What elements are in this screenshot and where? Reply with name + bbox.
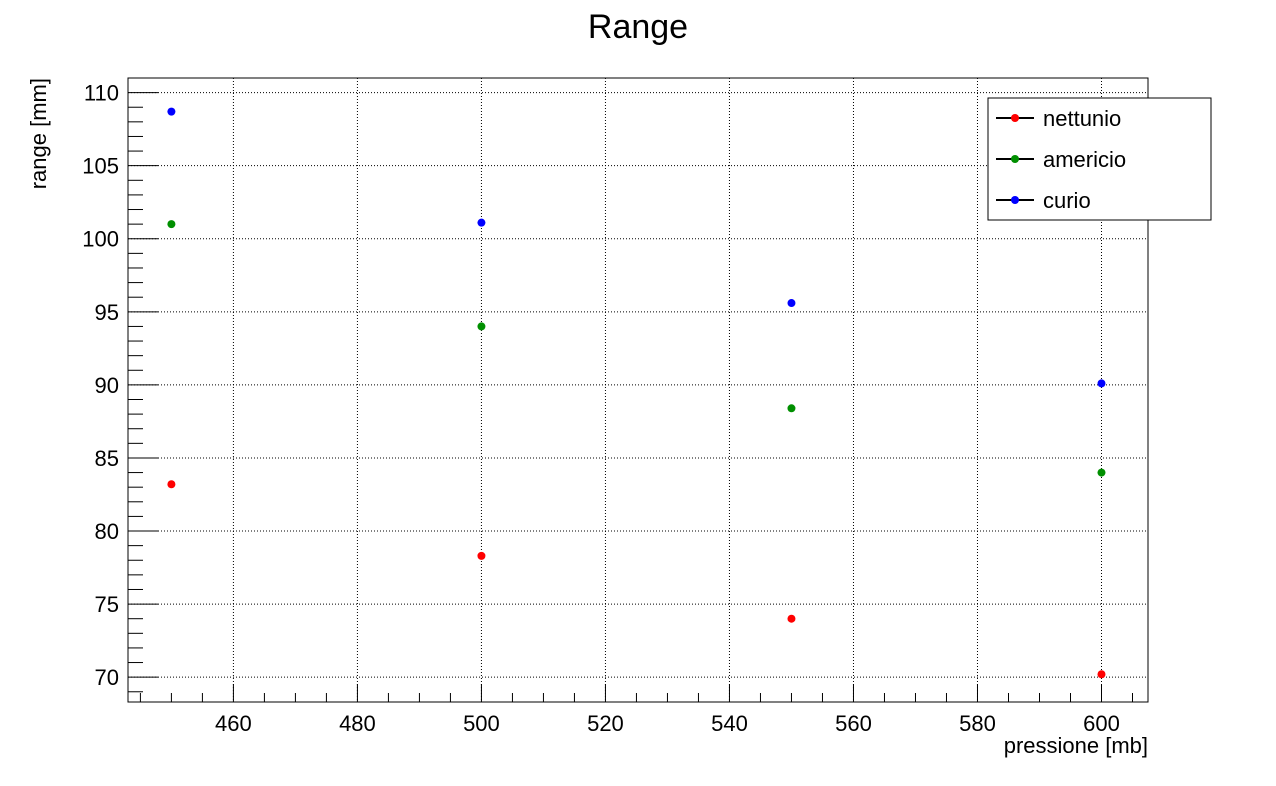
legend-marker: [1011, 155, 1019, 163]
y-tick-label: 100: [82, 227, 119, 252]
x-tick-label: 540: [711, 711, 748, 736]
data-point-americio: [1097, 468, 1106, 477]
data-point-nettunio: [787, 614, 796, 623]
y-axis-label: range [mm]: [26, 78, 51, 189]
y-tick-label: 110: [84, 81, 119, 106]
data-point-curio: [167, 107, 176, 116]
x-tick-label: 580: [959, 711, 996, 736]
x-tick-label: 460: [215, 711, 252, 736]
plot-frame: [127, 77, 1149, 703]
x-tick-label: 520: [587, 711, 624, 736]
data-point-nettunio: [477, 551, 486, 560]
x-axis-label: pressione [mb]: [1004, 733, 1148, 758]
legend-label: nettunio: [1043, 106, 1121, 131]
y-tick-label: 70: [95, 665, 119, 690]
legend-marker: [1011, 114, 1019, 122]
y-tick-label: 85: [95, 446, 119, 471]
legend: nettunio americio curio: [987, 97, 1212, 221]
grid-layer: [128, 78, 1148, 702]
chart-title: Range: [588, 8, 688, 46]
x-tick-label: 480: [339, 711, 376, 736]
data-point-curio: [477, 218, 486, 227]
data-point-americio: [787, 404, 796, 413]
y-tick-label: 90: [95, 373, 119, 398]
legend-label: americio: [1043, 147, 1126, 172]
legend-marker: [1011, 196, 1019, 204]
y-tick-label: 75: [95, 592, 119, 617]
point-layer: [167, 107, 1106, 679]
data-point-nettunio: [167, 480, 176, 489]
data-point-americio: [167, 220, 176, 229]
y-tick-label: 80: [95, 519, 119, 544]
x-tick-label: 560: [835, 711, 872, 736]
data-point-nettunio: [1097, 670, 1106, 679]
legend-label: curio: [1043, 188, 1091, 213]
y-tick-label: 105: [82, 154, 119, 179]
y-tick-label: 95: [95, 300, 119, 325]
data-point-curio: [1097, 379, 1106, 388]
x-tick-label: 600: [1083, 711, 1120, 736]
x-tick-label: 500: [463, 711, 500, 736]
data-point-curio: [787, 299, 796, 308]
tick-layer: 460 480 500 520 540 560 580 600 70 75 80 85 90 95 100 1…: [82, 77, 1133, 736]
data-point-americio: [477, 322, 486, 331]
